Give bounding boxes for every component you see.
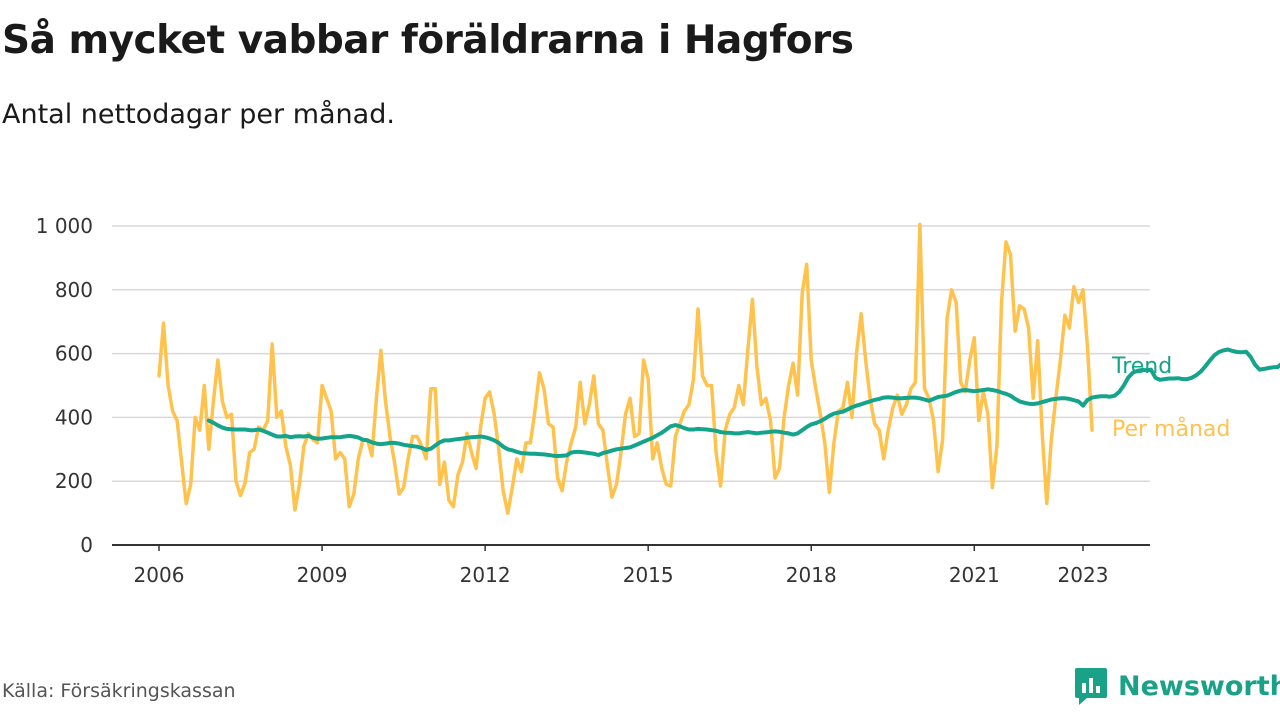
brand-logo[interactable]: Newsworthy [1073, 666, 1280, 706]
series-label: Trend [1111, 354, 1172, 379]
x-tick-label: 2012 [460, 563, 511, 587]
y-tick-label: 200 [55, 469, 93, 493]
x-axis-labels: 2006 2009 2012 2015 2018 2021 2023 [134, 545, 1109, 587]
gridlines [112, 225, 1150, 546]
series-label: Per månad [1112, 416, 1230, 442]
series-labels: Per månad Trend [1111, 354, 1230, 442]
brand-name: Newsworthy [1118, 670, 1280, 702]
newsworthy-logo-icon [1075, 668, 1107, 705]
x-tick-label: 2009 [297, 563, 348, 587]
chart-subtitle: Antal nettodagar per månad. [2, 99, 395, 130]
x-tick-label: 2021 [949, 563, 1000, 587]
y-tick-label: 0 [80, 533, 93, 557]
series-line [206, 347, 1280, 458]
y-tick-label: 1 000 [36, 214, 93, 238]
x-tick-label: 2015 [623, 563, 674, 587]
chart-title: Så mycket vabbar föräldrarna i Hagfors [2, 18, 854, 63]
series-lines [157, 222, 1280, 515]
x-tick-label: 2006 [134, 563, 185, 587]
x-tick-label: 2018 [786, 563, 837, 587]
series-line [157, 222, 1094, 515]
y-tick-label: 400 [55, 405, 93, 429]
y-axis-labels: 0 200 400 600 800 1 000 [36, 214, 93, 557]
y-tick-label: 800 [55, 278, 93, 302]
y-tick-label: 600 [55, 342, 93, 366]
source-note: Källa: Försäkringskassan [2, 680, 236, 702]
x-tick-label: 2023 [1058, 563, 1109, 587]
